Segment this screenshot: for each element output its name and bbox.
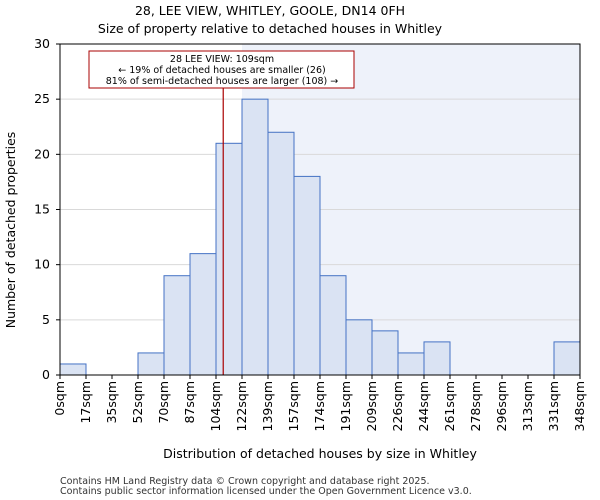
y-tick-label: 10 bbox=[34, 257, 50, 272]
x-tick-label: 104sqm bbox=[208, 381, 223, 431]
y-tick-labels: 0 5 10 15 20 25 30 bbox=[34, 36, 60, 382]
annotation-title: 28 LEE VIEW: 109sqm bbox=[170, 54, 274, 65]
bar bbox=[241, 98, 269, 376]
annotation-smaller: ← 19% of detached houses are smaller (26… bbox=[118, 65, 325, 76]
footer-licence: Contains public sector information licen… bbox=[60, 486, 472, 497]
bar bbox=[345, 319, 373, 376]
x-tick-label: 17sqm bbox=[78, 381, 93, 424]
y-tick-label: 30 bbox=[34, 36, 50, 51]
bar bbox=[59, 363, 87, 376]
bar bbox=[397, 352, 425, 376]
bar bbox=[267, 131, 295, 376]
bar bbox=[319, 275, 347, 376]
annotation-larger: 81% of semi-detached houses are larger (… bbox=[106, 76, 339, 87]
histogram-bars bbox=[59, 98, 581, 376]
x-tick-label: 174sqm bbox=[312, 381, 327, 431]
bar bbox=[137, 352, 165, 376]
bar bbox=[553, 341, 581, 376]
x-tick-label: 70sqm bbox=[156, 381, 171, 424]
x-tick-label: 122sqm bbox=[234, 381, 249, 431]
x-tick-label: 278sqm bbox=[468, 381, 483, 431]
x-tick-label: 157sqm bbox=[286, 381, 301, 431]
annotation-box: 28 LEE VIEW: 109sqm ← 19% of detached ho… bbox=[88, 50, 355, 89]
x-tick-label: 348sqm bbox=[572, 381, 587, 431]
bar bbox=[423, 341, 451, 376]
chart-title-address: 28, LEE VIEW, WHITLEY, GOOLE, DN14 0FH bbox=[135, 3, 405, 18]
y-tick-label: 15 bbox=[34, 202, 50, 217]
y-axis-label: Number of detached properties bbox=[3, 132, 18, 329]
y-tick-label: 0 bbox=[42, 367, 50, 382]
bar bbox=[163, 275, 191, 376]
x-tick-label: 331sqm bbox=[546, 381, 561, 431]
x-tick-label: 209sqm bbox=[364, 381, 379, 431]
annotation-frame bbox=[88, 50, 355, 89]
bar bbox=[215, 142, 243, 376]
x-tick-label: 244sqm bbox=[416, 381, 431, 431]
x-tick-label: 139sqm bbox=[260, 381, 275, 431]
bar bbox=[293, 175, 321, 376]
x-tick-label: 226sqm bbox=[390, 381, 405, 431]
x-tick-label: 313sqm bbox=[520, 381, 535, 431]
x-tick-label: 191sqm bbox=[338, 381, 353, 431]
chart-subtitle: Size of property relative to detached ho… bbox=[98, 21, 443, 36]
y-tick-label: 25 bbox=[34, 91, 50, 106]
bar bbox=[189, 253, 217, 376]
x-tick-labels: 0sqm 17sqm 35sqm 52sqm 70sqm 87sqm 104sqm 122sq… bbox=[52, 375, 587, 431]
bar bbox=[371, 330, 399, 376]
y-tick-label: 20 bbox=[34, 146, 50, 161]
x-tick-label: 35sqm bbox=[104, 381, 119, 424]
footer-copyright: Contains HM Land Registry data © Crown c… bbox=[60, 476, 430, 487]
y-tick-label: 5 bbox=[42, 312, 50, 327]
x-tick-label: 87sqm bbox=[182, 381, 197, 424]
x-tick-label: 261sqm bbox=[442, 381, 457, 431]
x-tick-label: 52sqm bbox=[130, 381, 145, 424]
x-tick-label: 296sqm bbox=[494, 381, 509, 431]
x-tick-label: 0sqm bbox=[52, 381, 67, 416]
x-axis-label: Distribution of detached houses by size … bbox=[163, 446, 477, 461]
